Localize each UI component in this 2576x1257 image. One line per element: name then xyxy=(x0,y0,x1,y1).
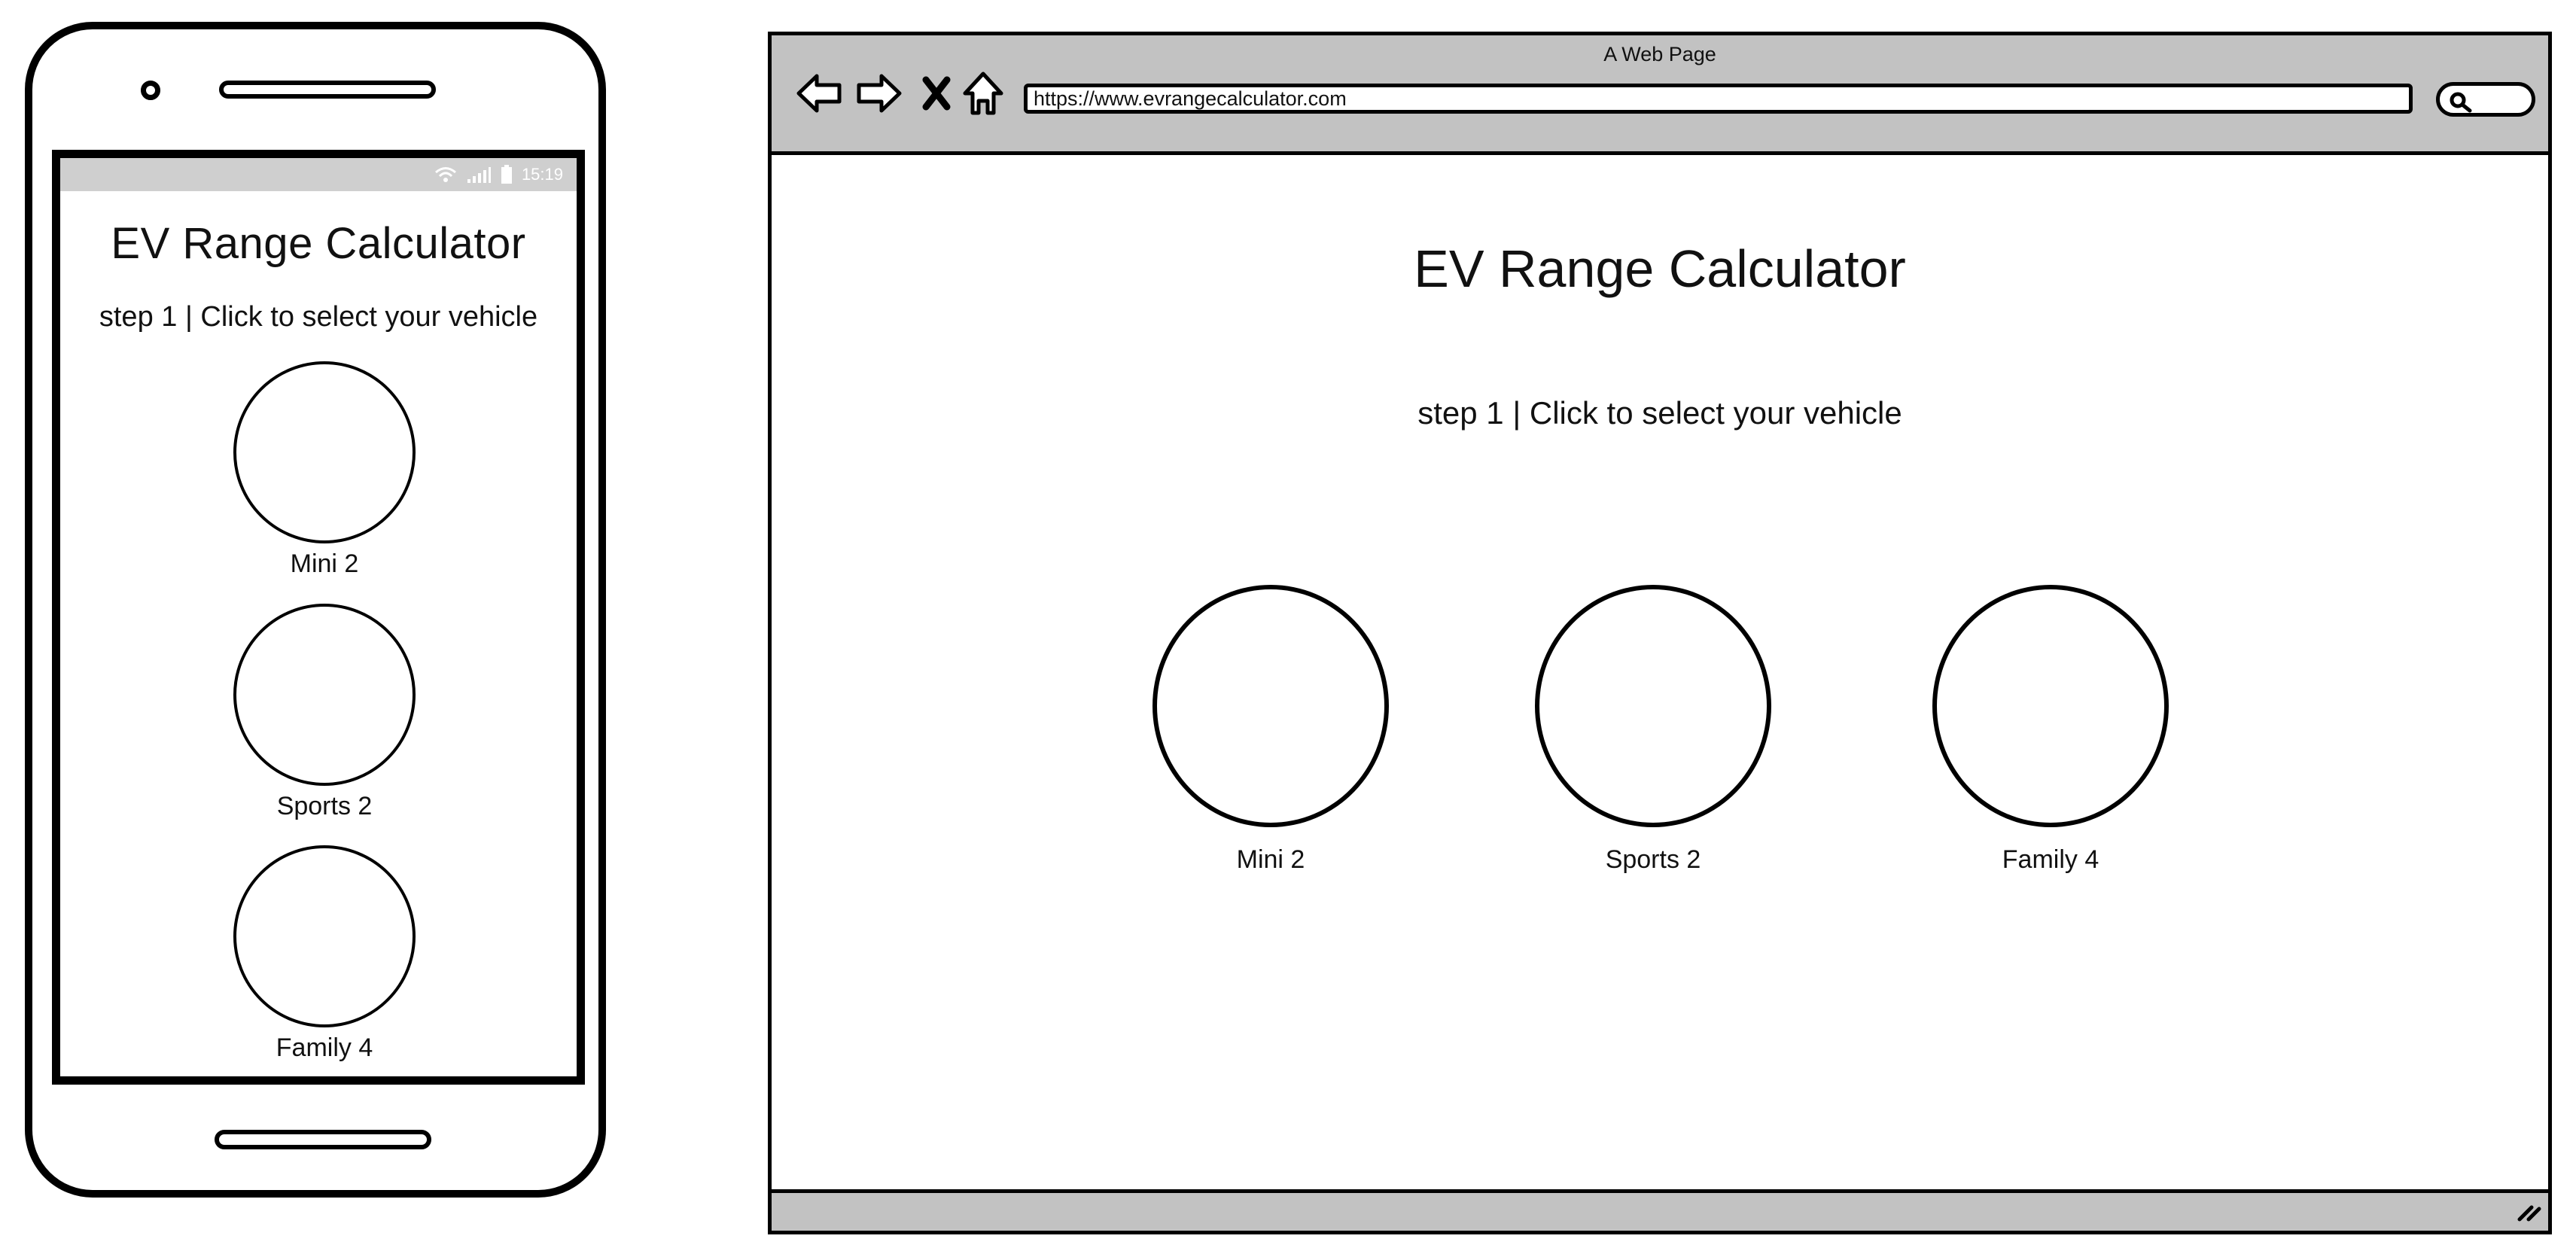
vehicle-image-placeholder[interactable] xyxy=(233,361,416,543)
search-box[interactable] xyxy=(2436,82,2535,117)
vehicle-option-mini-2[interactable]: Mini 2 xyxy=(1153,585,1389,874)
step-instruction: step 1 | Click to select your vehicle xyxy=(99,301,538,333)
search-icon xyxy=(2450,92,2472,113)
vehicle-label: Family 4 xyxy=(2002,845,2099,874)
signal-icon xyxy=(466,166,492,184)
phone-mockup: 15:19 EV Range Calculator step 1 | Click… xyxy=(25,22,606,1198)
wifi-icon xyxy=(434,166,457,184)
vehicle-label: Sports 2 xyxy=(1605,845,1701,874)
home-icon[interactable] xyxy=(958,68,1008,118)
phone-speaker xyxy=(219,81,436,99)
browser-window: A Web Page https://www.evrangecalculator… xyxy=(768,32,2552,1234)
vehicle-image-placeholder[interactable] xyxy=(233,604,416,786)
page-title: EV Range Calculator xyxy=(1414,239,1906,298)
close-x-icon[interactable] xyxy=(912,68,961,118)
window-title: A Web Page xyxy=(1603,43,1716,65)
phone-home-button[interactable] xyxy=(215,1130,431,1149)
battery-icon xyxy=(501,165,513,184)
status-time: 15:19 xyxy=(521,165,563,184)
vehicle-image-placeholder[interactable] xyxy=(1932,585,2169,827)
back-arrow-icon[interactable] xyxy=(794,68,844,118)
vehicle-option-family-4[interactable]: Family 4 xyxy=(1932,585,2169,874)
step-instruction: step 1 | Click to select your vehicle xyxy=(1417,395,1902,431)
vehicle-image-placeholder[interactable] xyxy=(1535,585,1771,827)
browser-status-bar xyxy=(772,1189,2548,1231)
vehicle-label: Mini 2 xyxy=(290,549,359,578)
vehicle-label: Mini 2 xyxy=(1236,845,1305,874)
page-title: EV Range Calculator xyxy=(111,219,526,268)
browser-toolbar: A Web Page https://www.evrangecalculator… xyxy=(772,35,2548,155)
vehicle-option-family-4[interactable]: Family 4 xyxy=(233,845,416,1062)
status-bar: 15:19 xyxy=(60,158,577,191)
vehicle-option-sports-2[interactable]: Sports 2 xyxy=(1535,585,1771,874)
vehicle-image-placeholder[interactable] xyxy=(233,845,416,1027)
resize-grip-icon[interactable] xyxy=(2515,1200,2542,1226)
vehicle-option-sports-2[interactable]: Sports 2 xyxy=(233,604,416,820)
vehicle-label: Sports 2 xyxy=(276,792,373,820)
vehicle-label: Family 4 xyxy=(276,1033,373,1062)
vehicle-option-mini-2[interactable]: Mini 2 xyxy=(233,361,416,578)
phone-screen: 15:19 EV Range Calculator step 1 | Click… xyxy=(52,150,585,1085)
phone-camera xyxy=(141,81,160,100)
forward-arrow-icon[interactable] xyxy=(854,68,904,118)
address-bar[interactable]: https://www.evrangecalculator.com xyxy=(1024,84,2413,114)
vehicle-image-placeholder[interactable] xyxy=(1153,585,1389,827)
